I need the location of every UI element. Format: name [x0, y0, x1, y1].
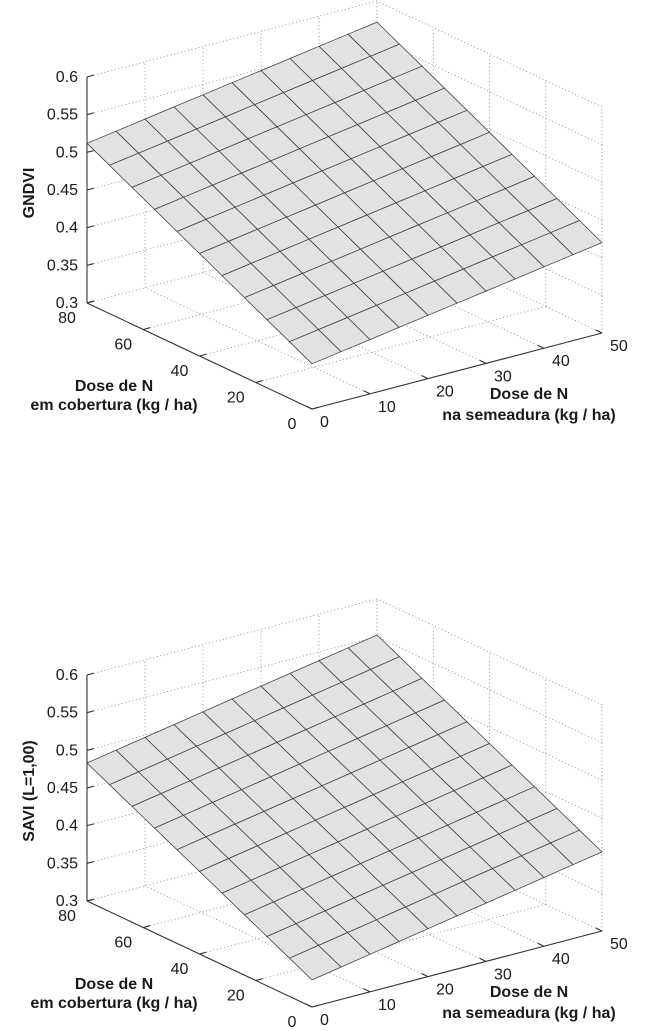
axis-labels: Dose de N na semeadura (kg / ha) Dose de N… — [21, 740, 616, 1022]
x-tick-label: 30 — [494, 368, 512, 385]
z-axis-label: SAVI (L=1,00) — [21, 740, 38, 842]
surface-quad — [289, 945, 342, 981]
savi-surface-plot: 0 10 20 30 40 50 0 20 40 60 800.3 0.35 0.4 0.45 0.5 0.5… — [21, 598, 628, 1031]
x-tick-mark — [479, 957, 487, 962]
z-tick-label: 0.6 — [56, 667, 78, 684]
z-tick-mark — [86, 861, 94, 864]
x-tick-mark — [305, 1003, 313, 1008]
x-tick-mark — [363, 390, 371, 395]
z-tick-mark — [86, 898, 94, 902]
x-tick-label: 50 — [610, 936, 628, 953]
x-axis-label: na semeadura (kg / ha) — [442, 1005, 615, 1022]
z-tick-mark — [86, 150, 94, 153]
x-tick-mark — [595, 329, 603, 334]
z-tick-mark — [86, 74, 94, 78]
x-tick-mark — [537, 344, 545, 349]
x-tick-label: 20 — [436, 384, 454, 401]
z-tick-label: 0.6 — [56, 69, 78, 86]
z-tick-mark — [86, 785, 94, 789]
axis-labels: Dose de N na semeadura (kg / ha) Dose de N… — [21, 168, 616, 424]
tick-labels: 0 10 20 30 40 50 0 20 40 60 800.3 0.35 0.4 0.45 0.5 0.5… — [47, 69, 628, 433]
y-tick-label: 40 — [171, 363, 189, 380]
y-tick-label: 80 — [58, 908, 76, 925]
y-axis-label: Dose de N — [75, 976, 153, 993]
gndvi-surface-plot: 0 10 20 30 40 50 0 20 40 60 800.3 0.35 0.4 0.45 0.5 0.5… — [21, 0, 628, 433]
x-axis-line — [311, 930, 603, 1008]
y-tick-label: 20 — [227, 988, 245, 1005]
z-tick-label: 0.3 — [56, 295, 78, 312]
z-tick-label: 0.4 — [56, 818, 78, 835]
x-tick-label: 40 — [552, 353, 570, 370]
y-tick-mark — [199, 353, 207, 357]
x-axis-line — [311, 332, 603, 410]
z-tick-label: 0.35 — [47, 257, 78, 274]
z-tick-label: 0.3 — [56, 893, 78, 910]
x-axis-label: na semeadura (kg / ha) — [442, 407, 615, 424]
z-tick-label: 0.4 — [56, 220, 78, 237]
x-tick-label: 40 — [552, 951, 570, 968]
x-tick-label: 30 — [494, 966, 512, 983]
z-tick-mark — [86, 225, 94, 229]
z-tick-label: 0.45 — [47, 780, 78, 797]
z-tick-mark — [86, 672, 94, 676]
z-axis-label: GNDVI — [21, 168, 38, 219]
y-tick-label: 0 — [288, 1014, 297, 1031]
x-axis-label: Dose de N — [490, 984, 568, 1001]
y-tick-label: 20 — [227, 390, 245, 407]
y-tick-mark — [255, 380, 263, 384]
surface-mesh — [86, 21, 603, 365]
y-axis-label: em cobertura (kg / ha) — [30, 397, 197, 414]
x-tick-label: 50 — [610, 338, 628, 355]
z-tick-label: 0.55 — [47, 705, 78, 722]
y-tick-mark — [311, 1004, 319, 1008]
x-axis-label: Dose de N — [490, 386, 568, 403]
y-tick-mark — [199, 951, 207, 955]
z-tick-mark — [86, 823, 94, 827]
y-tick-label: 80 — [58, 310, 76, 327]
z-tick-mark — [86, 710, 94, 714]
z-tick-label: 0.35 — [47, 855, 78, 872]
y-axis-label: em cobertura (kg / ha) — [30, 995, 197, 1012]
z-tick-label: 0.45 — [47, 182, 78, 199]
y-tick-label: 60 — [114, 935, 132, 952]
x-tick-label: 0 — [320, 414, 329, 431]
z-tick-mark — [86, 187, 94, 191]
x-tick-mark — [537, 942, 545, 947]
x-tick-label: 20 — [436, 982, 454, 999]
z-tick-mark — [86, 263, 94, 266]
x-tick-mark — [595, 927, 603, 932]
z-tick-label: 0.55 — [47, 107, 78, 124]
x-tick-label: 10 — [378, 399, 396, 416]
y-tick-mark — [311, 406, 319, 410]
x-tick-label: 10 — [378, 997, 396, 1014]
z-tick-mark — [86, 748, 94, 751]
x-tick-mark — [421, 973, 429, 978]
y-tick-label: 40 — [171, 961, 189, 978]
gndvi-plot-figure: 0 10 20 30 40 50 0 20 40 60 80 0.3 0.35 0.4 0.45 0.5 0.5… — [0, 0, 663, 470]
z-tick-mark — [86, 300, 94, 304]
y-tick-label: 0 — [288, 416, 297, 433]
axes — [86, 672, 603, 1008]
z-tick-mark — [86, 112, 94, 116]
x-tick-mark — [305, 405, 313, 410]
y-axis-label: Dose de N — [75, 378, 153, 395]
y-tick-mark — [143, 327, 151, 331]
surface-quad — [289, 329, 342, 365]
x-tick-mark — [363, 988, 371, 993]
y-tick-label: 60 — [114, 337, 132, 354]
savi-plot-figure: 0 10 20 30 40 50 0 20 40 60 80 0.3 0.35 0.4 0.45 0.5 0.5… — [0, 598, 663, 1031]
z-tick-label: 0.5 — [56, 742, 78, 759]
x-tick-mark — [421, 375, 429, 380]
axes — [86, 74, 603, 410]
z-tick-label: 0.5 — [56, 144, 78, 161]
surface-mesh — [86, 634, 603, 981]
x-tick-mark — [479, 359, 487, 364]
y-tick-mark — [255, 978, 263, 982]
tick-labels: 0 10 20 30 40 50 0 20 40 60 800.3 0.35 0.4 0.45 0.5 0.5… — [47, 667, 628, 1031]
x-tick-label: 0 — [320, 1012, 329, 1029]
y-tick-mark — [143, 925, 151, 929]
